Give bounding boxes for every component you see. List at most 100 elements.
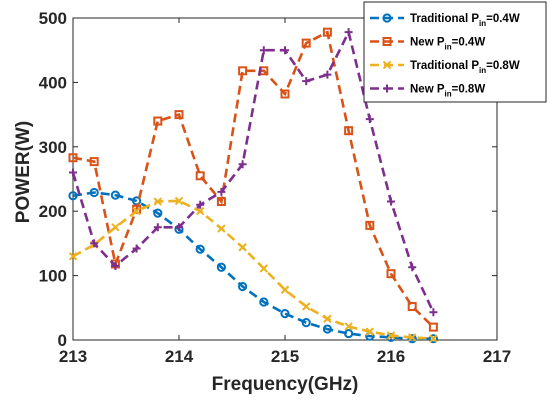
data-point bbox=[196, 200, 205, 209]
data-point bbox=[195, 206, 205, 216]
data-point bbox=[344, 28, 353, 37]
data-point bbox=[153, 223, 162, 232]
data-point bbox=[259, 46, 268, 55]
data-point bbox=[89, 157, 99, 167]
data-point bbox=[68, 153, 78, 163]
data-point bbox=[344, 322, 353, 331]
data-point bbox=[90, 239, 99, 248]
legend-entry: New Pin=0.4W bbox=[370, 37, 485, 52]
data-point bbox=[323, 314, 332, 323]
x-tick-label: 214 bbox=[165, 347, 194, 366]
data-point bbox=[69, 168, 77, 177]
series-line bbox=[72, 191, 434, 341]
data-point bbox=[386, 331, 396, 340]
data-point bbox=[365, 115, 374, 124]
legend-label: Traditional Pin=0.4W bbox=[410, 13, 520, 28]
data-point bbox=[386, 269, 396, 279]
data-point bbox=[407, 333, 417, 342]
data-point bbox=[153, 197, 163, 206]
data-point bbox=[216, 262, 226, 272]
data-point bbox=[216, 197, 226, 207]
legend-entry: New Pin=0.8W bbox=[370, 84, 485, 99]
data-point bbox=[428, 334, 438, 344]
data-point bbox=[322, 324, 332, 334]
data-point bbox=[280, 89, 290, 99]
data-point bbox=[175, 223, 183, 232]
data-point bbox=[408, 263, 417, 272]
data-point bbox=[428, 322, 438, 332]
data-point bbox=[238, 160, 247, 169]
x-axis-title: Frequency(GHz) bbox=[212, 374, 359, 395]
series-layer bbox=[68, 27, 438, 344]
x-tick-label: 217 bbox=[483, 347, 511, 366]
legend-label: Traditional Pin=0.8W bbox=[410, 60, 520, 75]
y-tick-label: 300 bbox=[39, 138, 67, 157]
y-tick-label: 0 bbox=[58, 331, 67, 350]
data-point bbox=[302, 77, 311, 86]
data-point bbox=[382, 37, 392, 46]
data-point bbox=[429, 334, 438, 343]
data-point bbox=[259, 297, 269, 307]
data-point bbox=[429, 308, 438, 317]
data-point bbox=[387, 197, 395, 206]
data-point bbox=[217, 224, 226, 233]
data-point bbox=[68, 191, 78, 201]
data-point bbox=[217, 187, 226, 196]
legend: Traditional Pin=0.4W New Pin=0.4W Traditio… bbox=[363, 1, 547, 103]
y-tick-label: 500 bbox=[39, 9, 67, 28]
data-point bbox=[238, 66, 248, 76]
data-point bbox=[259, 264, 269, 273]
data-point bbox=[386, 332, 396, 343]
y-tick-label: 100 bbox=[39, 267, 67, 286]
data-point bbox=[365, 327, 375, 336]
legend-entry: Traditional Pin=0.4W bbox=[370, 13, 520, 28]
data-point bbox=[365, 220, 375, 230]
data-point bbox=[68, 252, 78, 261]
data-point bbox=[195, 244, 205, 254]
data-point bbox=[111, 223, 120, 232]
data-point bbox=[238, 281, 248, 292]
data-point bbox=[110, 190, 121, 200]
data-point bbox=[407, 334, 417, 344]
series-3 bbox=[68, 196, 438, 343]
data-point bbox=[382, 60, 392, 70]
y-axis-title: POWER(W) bbox=[13, 121, 34, 223]
y-tick-label: 200 bbox=[39, 202, 67, 221]
data-point bbox=[238, 243, 247, 252]
series-1 bbox=[68, 187, 438, 344]
data-point bbox=[322, 27, 332, 37]
legend-label: New Pin=0.8W bbox=[410, 84, 485, 99]
data-point bbox=[407, 302, 417, 312]
data-point bbox=[344, 328, 354, 339]
data-point bbox=[280, 308, 290, 319]
data-point bbox=[174, 110, 184, 120]
data-point bbox=[153, 116, 163, 126]
series-line bbox=[71, 28, 435, 313]
data-point bbox=[195, 171, 205, 181]
data-point bbox=[301, 318, 311, 328]
data-point bbox=[153, 208, 163, 218]
legend-label: New Pin=0.4W bbox=[410, 37, 485, 52]
data-point bbox=[382, 13, 392, 23]
legend-entry: Traditional Pin=0.8W bbox=[370, 60, 520, 75]
data-point bbox=[111, 261, 120, 270]
x-tick-label: 213 bbox=[59, 347, 87, 366]
x-tick-label: 215 bbox=[271, 347, 299, 366]
y-tick-label: 400 bbox=[39, 73, 67, 92]
legend-box bbox=[363, 1, 547, 103]
data-point bbox=[174, 196, 184, 206]
x-tick-label: 216 bbox=[377, 347, 405, 366]
data-point bbox=[281, 46, 289, 55]
data-point bbox=[383, 84, 391, 93]
data-point bbox=[323, 70, 332, 79]
data-point bbox=[301, 302, 311, 311]
data-point bbox=[89, 187, 99, 198]
data-point bbox=[132, 206, 141, 216]
series-4 bbox=[69, 28, 438, 317]
series-line bbox=[72, 30, 435, 329]
tick-labels: 213 214 215 216 217 0 100 200 300 400 500 bbox=[39, 9, 512, 366]
data-point bbox=[280, 285, 290, 294]
data-point bbox=[132, 244, 141, 253]
